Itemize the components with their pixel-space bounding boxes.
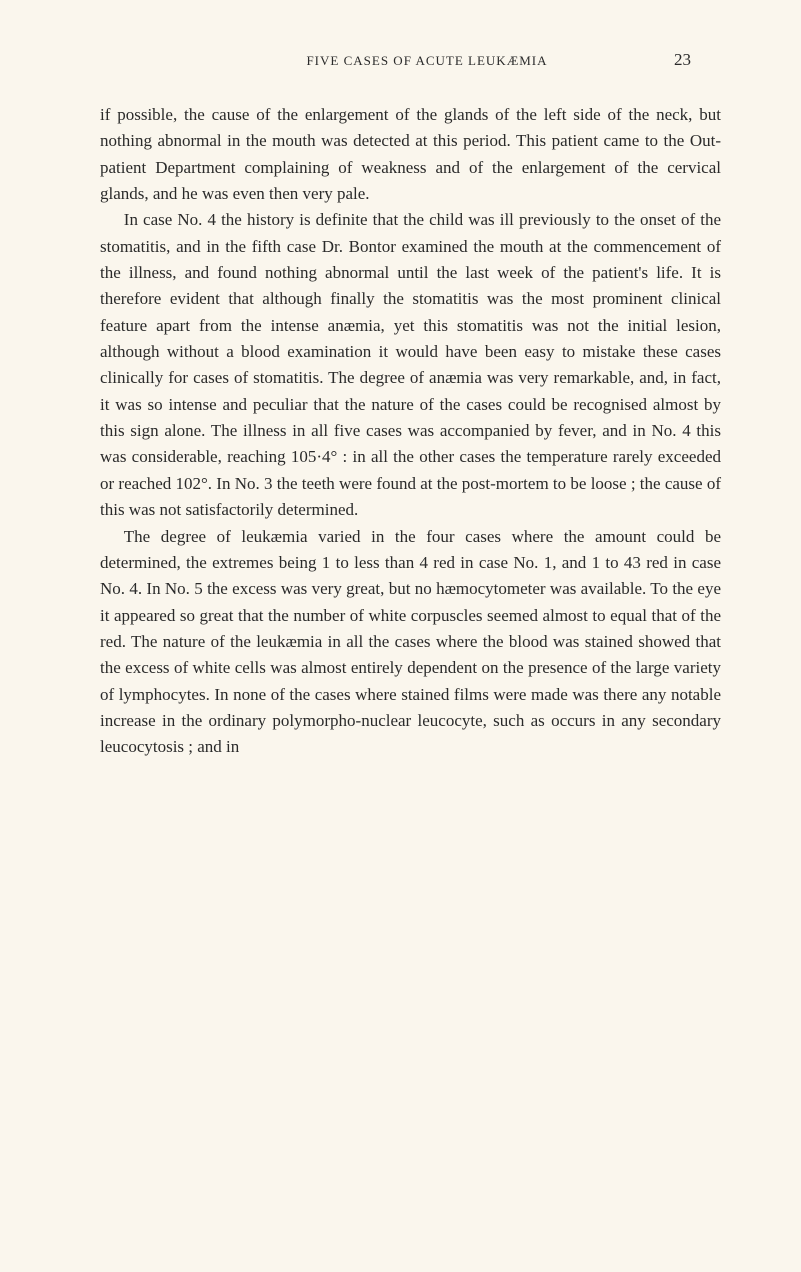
paragraph-3: The degree of leukæmia varied in the fou… — [100, 524, 721, 761]
paragraph-2: In case No. 4 the history is definite th… — [100, 207, 721, 523]
paragraph-1: if possible, the cause of the enlargemen… — [100, 102, 721, 207]
page-header: FIVE CASES OF ACUTE LEUKÆMIA 23 — [100, 50, 721, 70]
page-container: FIVE CASES OF ACUTE LEUKÆMIA 23 if possi… — [0, 0, 801, 1272]
running-title: FIVE CASES OF ACUTE LEUKÆMIA — [100, 53, 674, 69]
body-text: if possible, the cause of the enlargemen… — [100, 102, 721, 761]
page-number: 23 — [674, 50, 691, 70]
